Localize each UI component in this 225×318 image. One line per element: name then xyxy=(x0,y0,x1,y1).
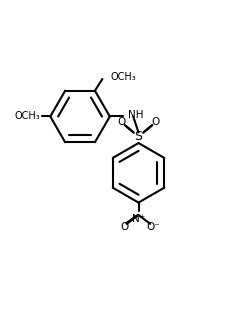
Text: NH: NH xyxy=(127,110,143,121)
Text: O: O xyxy=(116,117,125,127)
Text: N⁺: N⁺ xyxy=(131,213,144,224)
Text: OCH₃: OCH₃ xyxy=(15,112,40,121)
Text: O: O xyxy=(151,117,159,127)
Text: S: S xyxy=(134,130,142,143)
Text: OCH₃: OCH₃ xyxy=(110,72,136,82)
Text: O⁻: O⁻ xyxy=(145,222,159,232)
Text: O: O xyxy=(119,222,128,232)
